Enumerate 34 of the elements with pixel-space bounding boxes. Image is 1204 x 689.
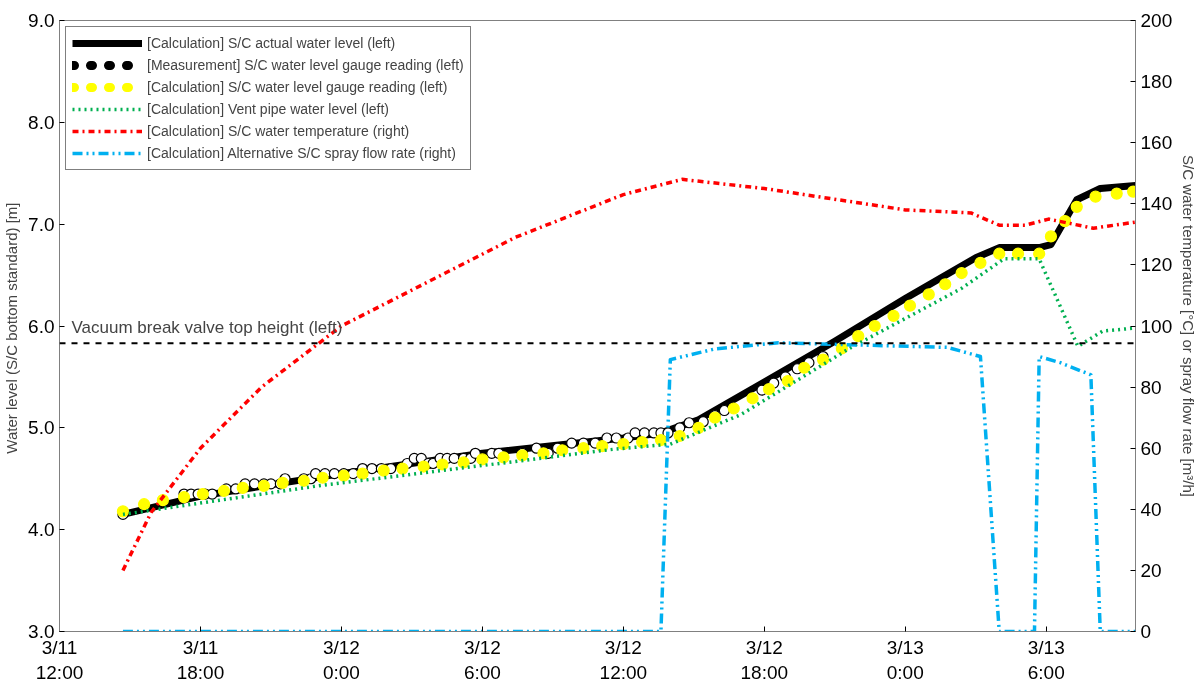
y2-axis-title: S/C water temperature [°C] or spray flow rate [m³/h]: [1180, 155, 1198, 497]
y-tick-label: 8.0: [28, 111, 55, 133]
y2-tick-label: 40: [1140, 498, 1162, 520]
legend-label: [Calculation] Vent pipe water level (left): [147, 101, 390, 117]
y-tick-label: 6.0: [28, 315, 55, 337]
y2-tick-label: 120: [1140, 254, 1173, 276]
legend-label: [Calculation] S/C water level gauge reading (left): [147, 79, 448, 95]
x-tick-label: 3/12 12:00: [599, 636, 648, 683]
y2-tick-label: 60: [1140, 437, 1162, 459]
x-tick-label: 3/13 6:00: [1027, 636, 1065, 683]
y2-tick-label: 200: [1140, 10, 1173, 31]
y-tick-label: 4.0: [28, 519, 55, 541]
x-tick-label: 3/11 18:00: [176, 636, 225, 683]
x-tick-label: 3/12 6:00: [463, 636, 501, 683]
ref-line-label: Vacuum break valve top height (left): [71, 318, 343, 338]
legend-label: [Measurement] S/C water level gauge reading (left): [147, 57, 464, 73]
legend-label: [Calculation] S/C actual water level (left): [147, 35, 396, 51]
y2-tick-label: 180: [1140, 71, 1173, 93]
x-tick-label: 3/13 0:00: [886, 636, 924, 683]
y2-tick-label: 140: [1140, 193, 1173, 215]
y-tick-label: 9.0: [28, 10, 55, 31]
y-tick-label: 7.0: [28, 213, 55, 235]
legend-label: [Calculation] Alternative S/C spray flow rate (right): [147, 145, 456, 161]
y2-tick-label: 80: [1140, 376, 1162, 398]
y-axis-title: Water level (S/C bottom standard) [m]: [3, 202, 21, 454]
x-tick-label: 3/12 0:00: [322, 636, 360, 683]
y-tick-label: 3.0: [28, 621, 55, 642]
y2-tick-label: 0: [1140, 621, 1152, 642]
y-tick-label: 5.0: [28, 417, 55, 439]
y2-tick-label: 100: [1140, 315, 1173, 337]
x-tick-label: 3/12 18:00: [740, 636, 789, 683]
legend-label: [Calculation] S/C water temperature (right): [147, 123, 410, 139]
y2-tick-label: 160: [1140, 132, 1173, 154]
y2-tick-label: 20: [1140, 559, 1162, 581]
